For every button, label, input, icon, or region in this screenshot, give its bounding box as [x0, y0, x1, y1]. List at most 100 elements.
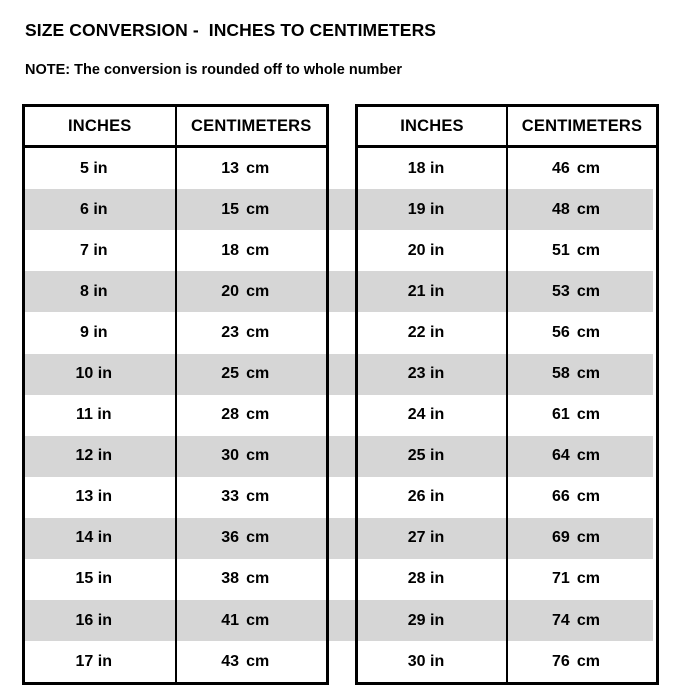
table-row: 6 in 15 cm: [25, 189, 326, 231]
cell-centimeters-unit: cm: [576, 447, 600, 465]
cell-centimeters: 13 cm: [174, 146, 326, 190]
page-note: NOTE: The conversion is rounded off to w…: [25, 62, 403, 78]
table-row: 22 in 56 cm: [358, 312, 656, 354]
table-right-grid: INCHES CENTIMETERS 18 in 46 cm 19 in 48 cm 20 …: [358, 107, 656, 683]
cell-inches: 13 in: [75, 488, 112, 506]
cell-centimeters-value: 66: [552, 488, 570, 506]
conversion-table-left: INCHES CENTIMETERS 5 in 13 cm 6 in 15 cm 7 in 1…: [22, 104, 329, 686]
table-left-body: 5 in 13 cm 6 in 15 cm 7 in 18 cm 8 in 20 cm 9 in 23 cm…: [25, 146, 326, 683]
table-row: 8 in 20 cm: [25, 271, 326, 313]
cell-inches: 18 in: [407, 159, 445, 177]
cell-inches: 17 in: [75, 652, 112, 670]
cell-inches: 20 in: [407, 241, 445, 259]
cell-centimeters-value: 43: [221, 652, 240, 670]
cell-centimeters-unit: cm: [576, 282, 600, 300]
cell-centimeters: 43 cm: [174, 641, 326, 683]
cell-centimeters: 66 cm: [506, 476, 656, 518]
table-row: 29 in 74 cm: [358, 600, 656, 642]
cell-centimeters: 15 cm: [174, 189, 326, 231]
column-header-inches: INCHES: [25, 107, 176, 148]
cell-inches: 30 in: [407, 652, 445, 670]
cell-centimeters-unit: cm: [246, 529, 270, 547]
cell-centimeters-unit: cm: [576, 406, 600, 424]
page-title: SIZE CONVERSION - INCHES TO CENTIMETERS: [25, 20, 437, 40]
cell-centimeters-value: 18: [221, 241, 240, 259]
table-row: 27 in 69 cm: [358, 517, 656, 559]
cell-centimeters-value: 30: [221, 447, 240, 465]
cell-centimeters-unit: cm: [576, 652, 600, 670]
cell-centimeters-value: 46: [552, 159, 570, 177]
table-row: 21 in 53 cm: [358, 271, 656, 313]
column-header-centimeters: CENTIMETERS: [174, 107, 326, 148]
cell-centimeters-value: 38: [221, 570, 240, 588]
cell-centimeters-unit: cm: [576, 529, 600, 547]
cell-centimeters-value: 76: [552, 652, 570, 670]
cell-centimeters-unit: cm: [246, 159, 270, 177]
cell-centimeters: 33 cm: [174, 476, 326, 518]
table-right-head: INCHES CENTIMETERS: [358, 107, 656, 148]
cell-centimeters-unit: cm: [246, 652, 270, 670]
table-row: 18 in 46 cm: [358, 146, 656, 190]
cell-inches: 7 in: [79, 241, 108, 259]
cell-inches: 25 in: [407, 447, 445, 465]
table-row: 20 in 51 cm: [358, 230, 656, 272]
table-row: 19 in 48 cm: [358, 189, 656, 231]
cell-centimeters-value: 58: [552, 365, 570, 383]
cell-centimeters: 30 cm: [174, 435, 326, 477]
table-row: 17 in 43 cm: [25, 641, 326, 683]
conversion-tables-area: INCHES CENTIMETERS 5 in 13 cm 6 in 15 cm 7 in 1…: [0, 104, 679, 686]
cell-inches: 28 in: [407, 570, 445, 588]
cell-centimeters-unit: cm: [576, 570, 600, 588]
cell-centimeters-value: 61: [552, 406, 570, 424]
cell-inches: 12 in: [75, 447, 112, 465]
table-row: 15 in 38 cm: [25, 558, 326, 601]
cell-centimeters: 23 cm: [174, 312, 326, 354]
cell-centimeters-unit: cm: [246, 241, 270, 259]
cell-centimeters-unit: cm: [576, 611, 600, 629]
table-row: 25 in 64 cm: [358, 435, 656, 477]
table-header-row: INCHES CENTIMETERS: [358, 107, 656, 148]
cell-centimeters-unit: cm: [246, 406, 270, 424]
cell-centimeters-value: 28: [221, 406, 240, 424]
cell-centimeters: 48 cm: [506, 189, 656, 231]
table-row: 26 in 66 cm: [358, 476, 656, 518]
cell-inches: 11 in: [75, 406, 112, 424]
cell-inches: 22 in: [407, 323, 445, 341]
cell-centimeters-value: 41: [221, 611, 240, 629]
cell-inches: 8 in: [79, 282, 108, 300]
cell-centimeters-value: 48: [552, 200, 570, 218]
table-row: 24 in 61 cm: [358, 394, 656, 436]
cell-centimeters: 20 cm: [174, 271, 326, 313]
table-row: 14 in 36 cm: [25, 517, 326, 559]
cell-centimeters-value: 23: [221, 323, 240, 341]
cell-centimeters-value: 20: [221, 282, 240, 300]
cell-centimeters-value: 25: [221, 365, 240, 383]
cell-centimeters-value: 36: [221, 529, 240, 547]
cell-centimeters-unit: cm: [246, 365, 270, 383]
table-row: 10 in 25 cm: [25, 353, 326, 395]
cell-centimeters-value: 69: [552, 529, 570, 547]
cell-centimeters: 38 cm: [174, 558, 326, 601]
cell-centimeters: 18 cm: [174, 230, 326, 272]
cell-inches: 26 in: [407, 488, 445, 506]
table-row: 9 in 23 cm: [25, 312, 326, 354]
cell-centimeters-unit: cm: [576, 200, 600, 218]
cell-centimeters: 46 cm: [506, 146, 656, 190]
table-row: 7 in 18 cm: [25, 230, 326, 272]
cell-inches: 21 in: [407, 282, 445, 300]
table-left-grid: INCHES CENTIMETERS 5 in 13 cm 6 in 15 cm 7 in 1…: [25, 107, 326, 683]
cell-centimeters: 74 cm: [506, 600, 656, 642]
cell-inches: 9 in: [79, 323, 108, 341]
column-header-centimeters: CENTIMETERS: [506, 107, 656, 148]
cell-centimeters-value: 64: [552, 447, 570, 465]
cell-inches: 14 in: [75, 529, 112, 547]
cell-centimeters: 61 cm: [506, 394, 656, 436]
cell-inches: 6 in: [79, 200, 108, 218]
table-row: 11 in 28 cm: [25, 394, 326, 436]
cell-centimeters: 69 cm: [506, 517, 656, 559]
table-row: 23 in 58 cm: [358, 353, 656, 395]
cell-inches: 10 in: [75, 365, 112, 383]
cell-centimeters-unit: cm: [246, 200, 270, 218]
cell-inches: 5 in: [79, 159, 108, 177]
cell-centimeters-value: 74: [552, 611, 570, 629]
